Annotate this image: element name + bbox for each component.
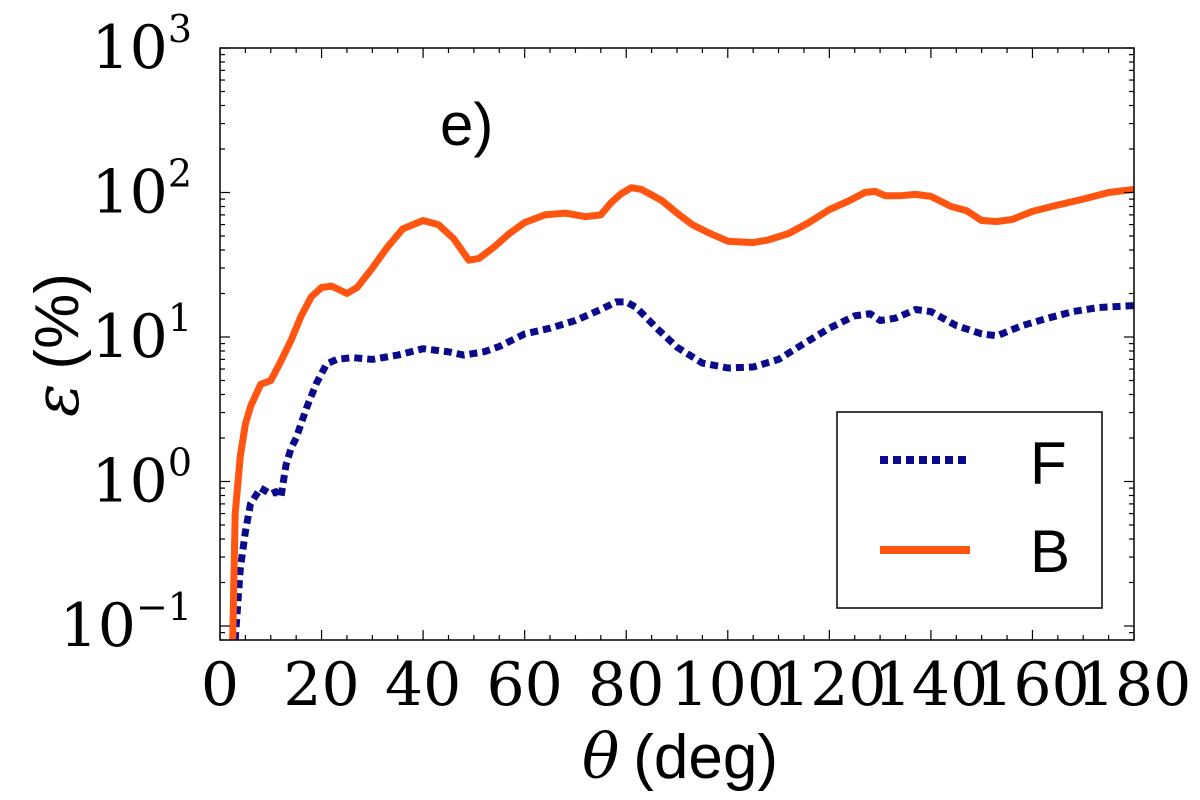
y-axis-label: ε (%): [20, 273, 93, 417]
svg-text:θ(deg): θ (deg): [582, 720, 778, 793]
y-axis-symbol: ε: [20, 384, 93, 417]
x-tick-label: 120: [772, 650, 887, 720]
legend-label-f: F: [1030, 430, 1067, 497]
y-tick-labels: 10−1 100 101 102 103: [60, 7, 192, 661]
y-tick-label: 101: [91, 296, 192, 372]
x-tick-label: 100: [671, 650, 786, 720]
x-tick-label: 20: [283, 650, 359, 720]
x-tick-label: 160: [975, 650, 1090, 720]
x-tick-label: 180: [1077, 650, 1192, 720]
series-line-f: [231, 298, 1134, 640]
x-tick-label: 40: [385, 650, 461, 720]
x-tick-label: 60: [486, 650, 562, 720]
legend-label-b: B: [1030, 518, 1070, 585]
y-tick-label: 100: [91, 440, 192, 516]
x-axis-label: θ (deg): [582, 720, 778, 793]
x-tick-label: 0: [201, 650, 239, 720]
legend-box: [836, 411, 1103, 609]
y-axis-unit: (%): [23, 273, 92, 369]
legend: F B: [836, 411, 1103, 609]
series-layer: [229, 184, 1134, 640]
x-tick-label: 140: [874, 650, 989, 720]
y-tick-label: 102: [91, 151, 192, 227]
x-axis-unit: (deg): [633, 723, 778, 792]
series-line-b: [229, 184, 1134, 640]
x-axis-symbol: θ: [582, 720, 619, 793]
x-tick-label: 80: [588, 650, 664, 720]
y-tick-label: 103: [91, 7, 192, 83]
tick-layer: [219, 47, 1135, 641]
plot-area: [219, 47, 1135, 641]
panel-label: e): [440, 91, 493, 158]
y-tick-label: 10−1: [60, 585, 192, 661]
svg-text:ε(%): ε (%): [20, 273, 93, 417]
